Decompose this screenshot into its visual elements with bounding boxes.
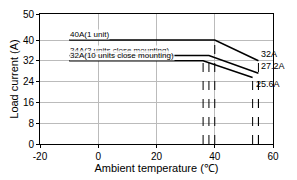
svg-text:40: 40 xyxy=(209,151,221,162)
svg-text:8: 8 xyxy=(28,118,34,129)
svg-text:25.6A: 25.6A xyxy=(256,79,280,89)
svg-text:-20: -20 xyxy=(33,151,48,162)
svg-text:16: 16 xyxy=(23,97,35,108)
svg-text:34A(3 units close mounting): 34A(3 units close mounting) xyxy=(70,46,170,55)
svg-text:40: 40 xyxy=(23,35,35,46)
svg-text:32A: 32A xyxy=(261,49,277,59)
svg-text:0: 0 xyxy=(28,139,34,150)
svg-text:27.2A: 27.2A xyxy=(261,61,285,71)
svg-text:50: 50 xyxy=(23,9,35,20)
svg-text:32A(10 units close mounting): 32A(10 units close mounting) xyxy=(70,51,174,60)
svg-text:24: 24 xyxy=(23,76,35,87)
svg-text:20: 20 xyxy=(151,151,163,162)
svg-text:Load current (A): Load current (A) xyxy=(8,39,20,118)
svg-text:40A(1 unit): 40A(1 unit) xyxy=(70,30,109,39)
svg-text:60: 60 xyxy=(267,151,279,162)
svg-text:Ambient temperature (℃): Ambient temperature (℃) xyxy=(94,162,218,174)
svg-text:32: 32 xyxy=(23,55,35,66)
svg-text:0: 0 xyxy=(95,151,101,162)
